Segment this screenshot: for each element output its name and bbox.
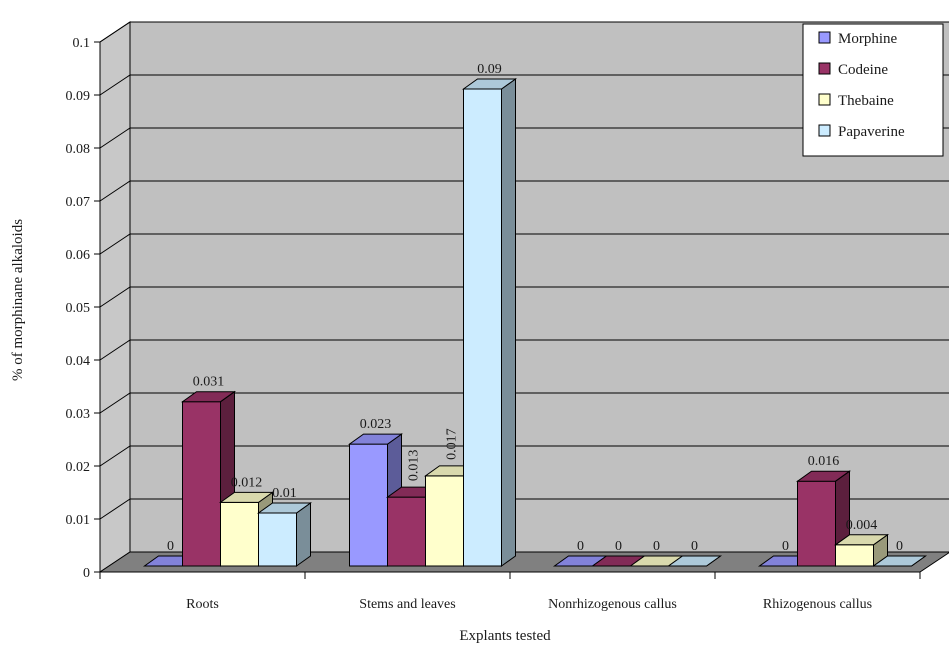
bar-front [387, 496, 426, 567]
x-tick-label: Nonrhizogenous callus [548, 597, 677, 612]
bar-top [461, 78, 518, 90]
bars [142, 78, 928, 567]
bar-top [347, 433, 404, 445]
legend: Morphine Codeine Thebaine Papaverine [802, 23, 944, 157]
y-tick-label: 0.1 [73, 36, 91, 51]
data-label: 0 [577, 539, 584, 554]
bar-top [256, 502, 313, 514]
data-label: 0.017 [445, 428, 460, 460]
y-tick-label: 0.06 [66, 248, 91, 263]
bar-side [501, 78, 516, 567]
x-axis-title: Explants tested [459, 628, 551, 644]
data-label: 0.01 [272, 486, 297, 501]
y-tick-label: 0.04 [66, 354, 91, 369]
bar-papaverine-0 [256, 502, 313, 567]
data-label: 0 [167, 539, 174, 554]
data-label: 0 [782, 539, 789, 554]
data-label: 0.09 [477, 62, 502, 77]
bar-front [349, 443, 388, 567]
x-tick-label: Stems and leaves [359, 597, 455, 612]
y-tick-label: 0.07 [66, 195, 91, 210]
bar-codeine-3 [795, 470, 852, 567]
x-tick-label: Rhizogenous callus [763, 597, 872, 612]
bar-top [795, 470, 852, 482]
y-tick-label: 0.08 [66, 142, 91, 157]
y-tick-label: 0.05 [66, 301, 91, 316]
bar-top [833, 534, 890, 546]
y-tick-label: 0 [83, 566, 90, 581]
data-label: 0.031 [193, 375, 225, 390]
legend-label: Morphine [838, 31, 898, 47]
data-label: 0 [615, 539, 622, 554]
bar-side [296, 502, 311, 567]
y-tick-label: 0.02 [66, 460, 91, 475]
gridline [99, 392, 949, 414]
y-tick-label: 0.01 [66, 513, 91, 528]
gridlines [99, 21, 949, 520]
data-label: 0.004 [846, 518, 878, 533]
x-tick-label: Roots [186, 597, 219, 612]
legend-label: Thebaine [838, 93, 894, 109]
data-label: 0 [691, 539, 698, 554]
y-tick-label: 0.09 [66, 89, 91, 104]
legend-swatch [818, 124, 831, 137]
bar-front [182, 401, 221, 567]
legend-swatch [818, 93, 831, 106]
bar-papaverine-2 [666, 555, 723, 567]
y-axis-title: % of morphinane alkaloids [10, 219, 26, 381]
bar-top [180, 391, 237, 403]
legend-swatch [818, 31, 831, 44]
bar-front [220, 501, 259, 567]
data-label: 0.023 [360, 417, 392, 432]
gridline [99, 339, 949, 361]
data-label: 0 [896, 539, 903, 554]
gridline [99, 233, 949, 255]
bar-front [425, 475, 464, 567]
bar-front [463, 88, 502, 567]
gridline [99, 445, 949, 467]
bar-front [258, 512, 297, 567]
gridline [99, 286, 949, 308]
gridline [99, 21, 949, 43]
y-tick-label: 0.03 [66, 407, 91, 422]
data-label: 0.013 [407, 450, 422, 482]
data-labels: 0 0.031 0.012 0.01 0.023 0.013 0.017 0.09 0 0 0 0 0 0… [167, 62, 903, 554]
legend-label: Papaverine [838, 124, 905, 140]
y-axis: 0 0.01 0.02 0.03 0.04 0.05 0.06 0.07 0.08 0.09 0.1 [66, 36, 101, 581]
bar-front [797, 480, 836, 567]
bar-top [218, 491, 275, 503]
legend-swatch [818, 62, 831, 75]
gridline [99, 180, 949, 202]
bar-papaverine-1 [461, 78, 518, 567]
gridline [99, 74, 949, 96]
bar-papaverine-3 [871, 555, 928, 567]
data-label: 0.016 [808, 454, 840, 469]
bar-front [835, 544, 874, 567]
x-axis: Roots Stems and leaves Nonrhizogenous call… [99, 571, 921, 612]
gridline [99, 127, 949, 149]
legend-label: Codeine [838, 62, 888, 78]
gridline [99, 498, 949, 520]
data-label: 0 [653, 539, 660, 554]
data-label: 0.012 [231, 475, 263, 490]
bar-top [871, 555, 928, 567]
bar-top [666, 555, 723, 567]
